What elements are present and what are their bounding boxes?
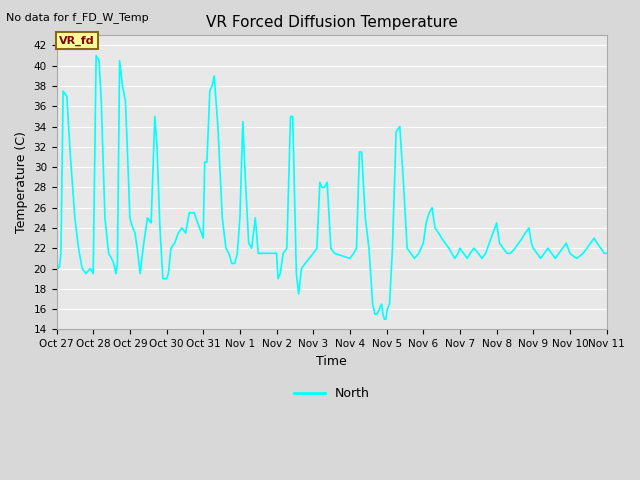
Text: VR_fd: VR_fd bbox=[59, 36, 95, 46]
Text: No data for f_FD_W_Temp: No data for f_FD_W_Temp bbox=[6, 12, 149, 23]
Title: VR Forced Diffusion Temperature: VR Forced Diffusion Temperature bbox=[205, 15, 458, 30]
Legend: North: North bbox=[289, 383, 374, 406]
Y-axis label: Temperature (C): Temperature (C) bbox=[15, 132, 28, 233]
X-axis label: Time: Time bbox=[316, 355, 347, 368]
